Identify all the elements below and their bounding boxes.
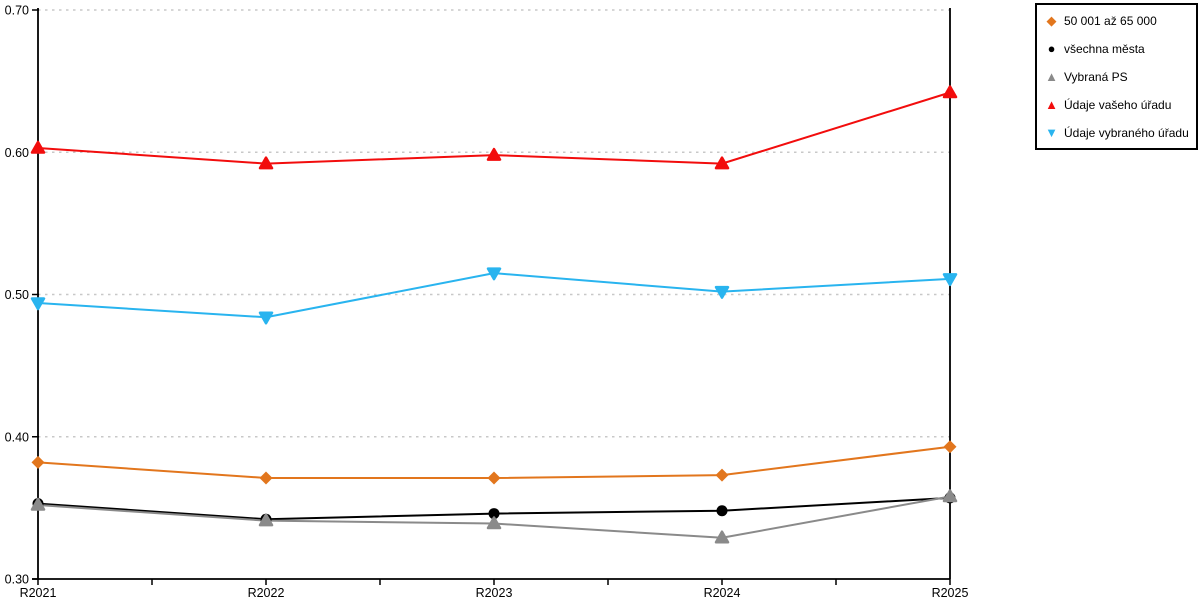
data-point-series-4 [942,273,958,287]
x-tick-label: R2023 [476,586,513,600]
x-tick-label: R2025 [932,586,969,600]
x-tick-label: R2021 [20,586,57,600]
data-point-series-2 [30,497,46,511]
legend-label: Údaje vašeho úřadu [1064,97,1172,112]
data-point-series-4 [258,311,274,325]
triangle-up-marker-icon: ▲ [1045,69,1058,84]
data-point-series-0 [259,471,273,485]
data-point-series-2 [258,513,274,527]
x-tick-label: R2022 [248,586,285,600]
data-point-series-4 [486,267,502,281]
legend-box: ◆ 50 001 až 65 000 ● všechna města ▲ Vybraná … [1035,3,1198,150]
y-tick-label: 0.50 [5,288,29,302]
legend-label: Vybraná PS [1064,69,1128,84]
data-point-series-1 [488,508,500,520]
data-point-series-3 [486,147,502,161]
legend-label: Údaje vybraného úřadu [1064,125,1189,140]
y-tick-label: 0.40 [5,430,29,444]
data-point-series-4 [714,285,730,299]
data-point-series-0 [943,440,957,454]
diamond-marker-icon: ◆ [1046,13,1057,28]
legend-item-2[interactable]: ▲ Vybraná PS [1044,70,1189,83]
legend-item-4[interactable]: ▼ Údaje vybraného úřadu [1044,126,1189,139]
data-point-series-0 [715,468,729,482]
data-point-series-3 [258,156,274,170]
data-point-series-2 [942,489,958,503]
data-point-series-3 [30,140,46,154]
data-point-series-3 [942,85,958,99]
legend-item-0[interactable]: ◆ 50 001 až 65 000 [1044,14,1189,27]
y-tick-label: 0.70 [5,4,29,18]
triangle-down-marker-icon: ▼ [1045,125,1058,140]
legend-item-3[interactable]: ▲ Údaje vašeho úřadu [1044,98,1189,111]
data-point-series-2 [714,530,730,544]
data-point-series-1 [716,505,728,517]
y-tick-label: 0.30 [5,573,29,587]
x-tick-label: R2024 [704,586,741,600]
legend-label: 50 001 až 65 000 [1064,13,1157,28]
y-tick-label: 0.60 [5,146,29,160]
data-point-series-0 [31,455,45,469]
data-point-series-2 [486,516,502,530]
data-point-series-3 [714,156,730,170]
data-point-series-0 [487,471,501,485]
legend-label: všechna města [1064,41,1145,56]
circle-marker-icon: ● [1047,41,1056,56]
triangle-up-marker-icon: ▲ [1045,97,1058,112]
legend-item-1[interactable]: ● všechna města [1044,42,1189,55]
data-point-series-4 [30,297,46,311]
